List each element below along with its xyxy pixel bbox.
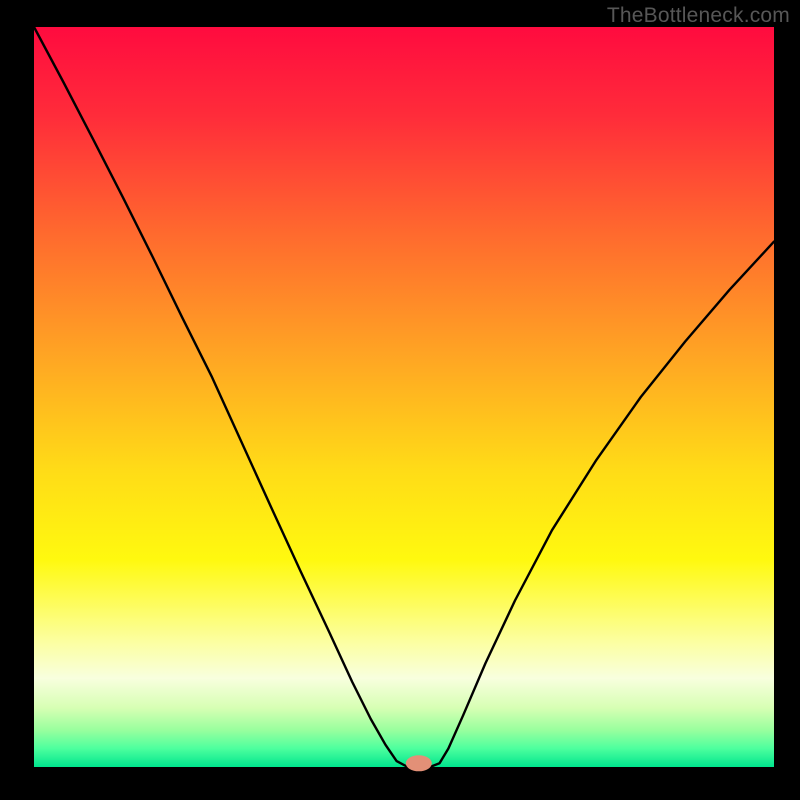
chart-svg xyxy=(0,0,800,800)
chart-stage: TheBottleneck.com xyxy=(0,0,800,800)
plot-background xyxy=(34,27,774,767)
watermark-label: TheBottleneck.com xyxy=(607,4,790,28)
bottleneck-marker xyxy=(406,755,432,771)
